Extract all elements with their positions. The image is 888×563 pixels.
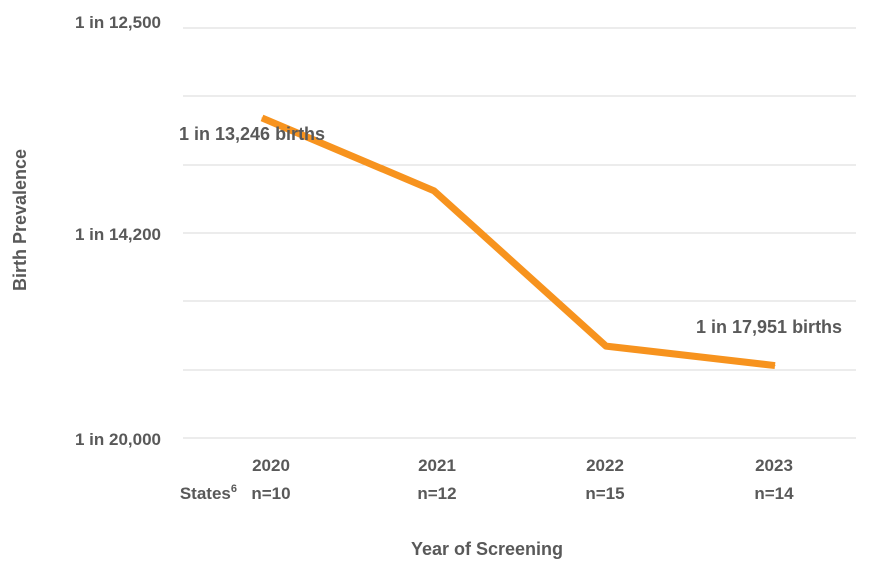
x-sublabel-2023: n=14: [754, 484, 794, 503]
x-tick-label-2021: 2021: [418, 456, 456, 475]
series-line-0: [260, 114, 776, 370]
data-point-2021: [433, 190, 435, 192]
x-axis-title: Year of Screening: [411, 539, 563, 559]
data-label-2023: 1 in 17,951 births: [696, 317, 842, 337]
data-point-2022: [605, 345, 607, 347]
states-row-label: States6: [180, 483, 237, 503]
gridlines: [183, 27, 856, 439]
x-sublabel-2020: n=10: [251, 484, 290, 503]
series-line-group: [260, 114, 776, 370]
y-tick-label-14200: 1 in 14,200: [75, 225, 161, 244]
x-sublabel-2022: n=15: [585, 484, 624, 503]
data-point-2020: [261, 117, 263, 119]
x-tick-label-2022: 2022: [586, 456, 624, 475]
y-tick-label-20000: 1 in 20,000: [75, 430, 161, 449]
states-footnote-superscript: 6: [231, 483, 237, 495]
x-tick-label-2023: 2023: [755, 456, 793, 475]
data-label-2020: 1 in 13,246 births: [179, 124, 325, 144]
states-label-text: States: [180, 484, 231, 503]
y-axis-title: Birth Prevalence: [10, 149, 30, 291]
y-tick-label-12500: 1 in 12,500: [75, 13, 161, 32]
data-point-2023: [774, 365, 776, 367]
x-sublabel-2021: n=12: [417, 484, 456, 503]
x-tick-label-2020: 2020: [252, 456, 290, 475]
